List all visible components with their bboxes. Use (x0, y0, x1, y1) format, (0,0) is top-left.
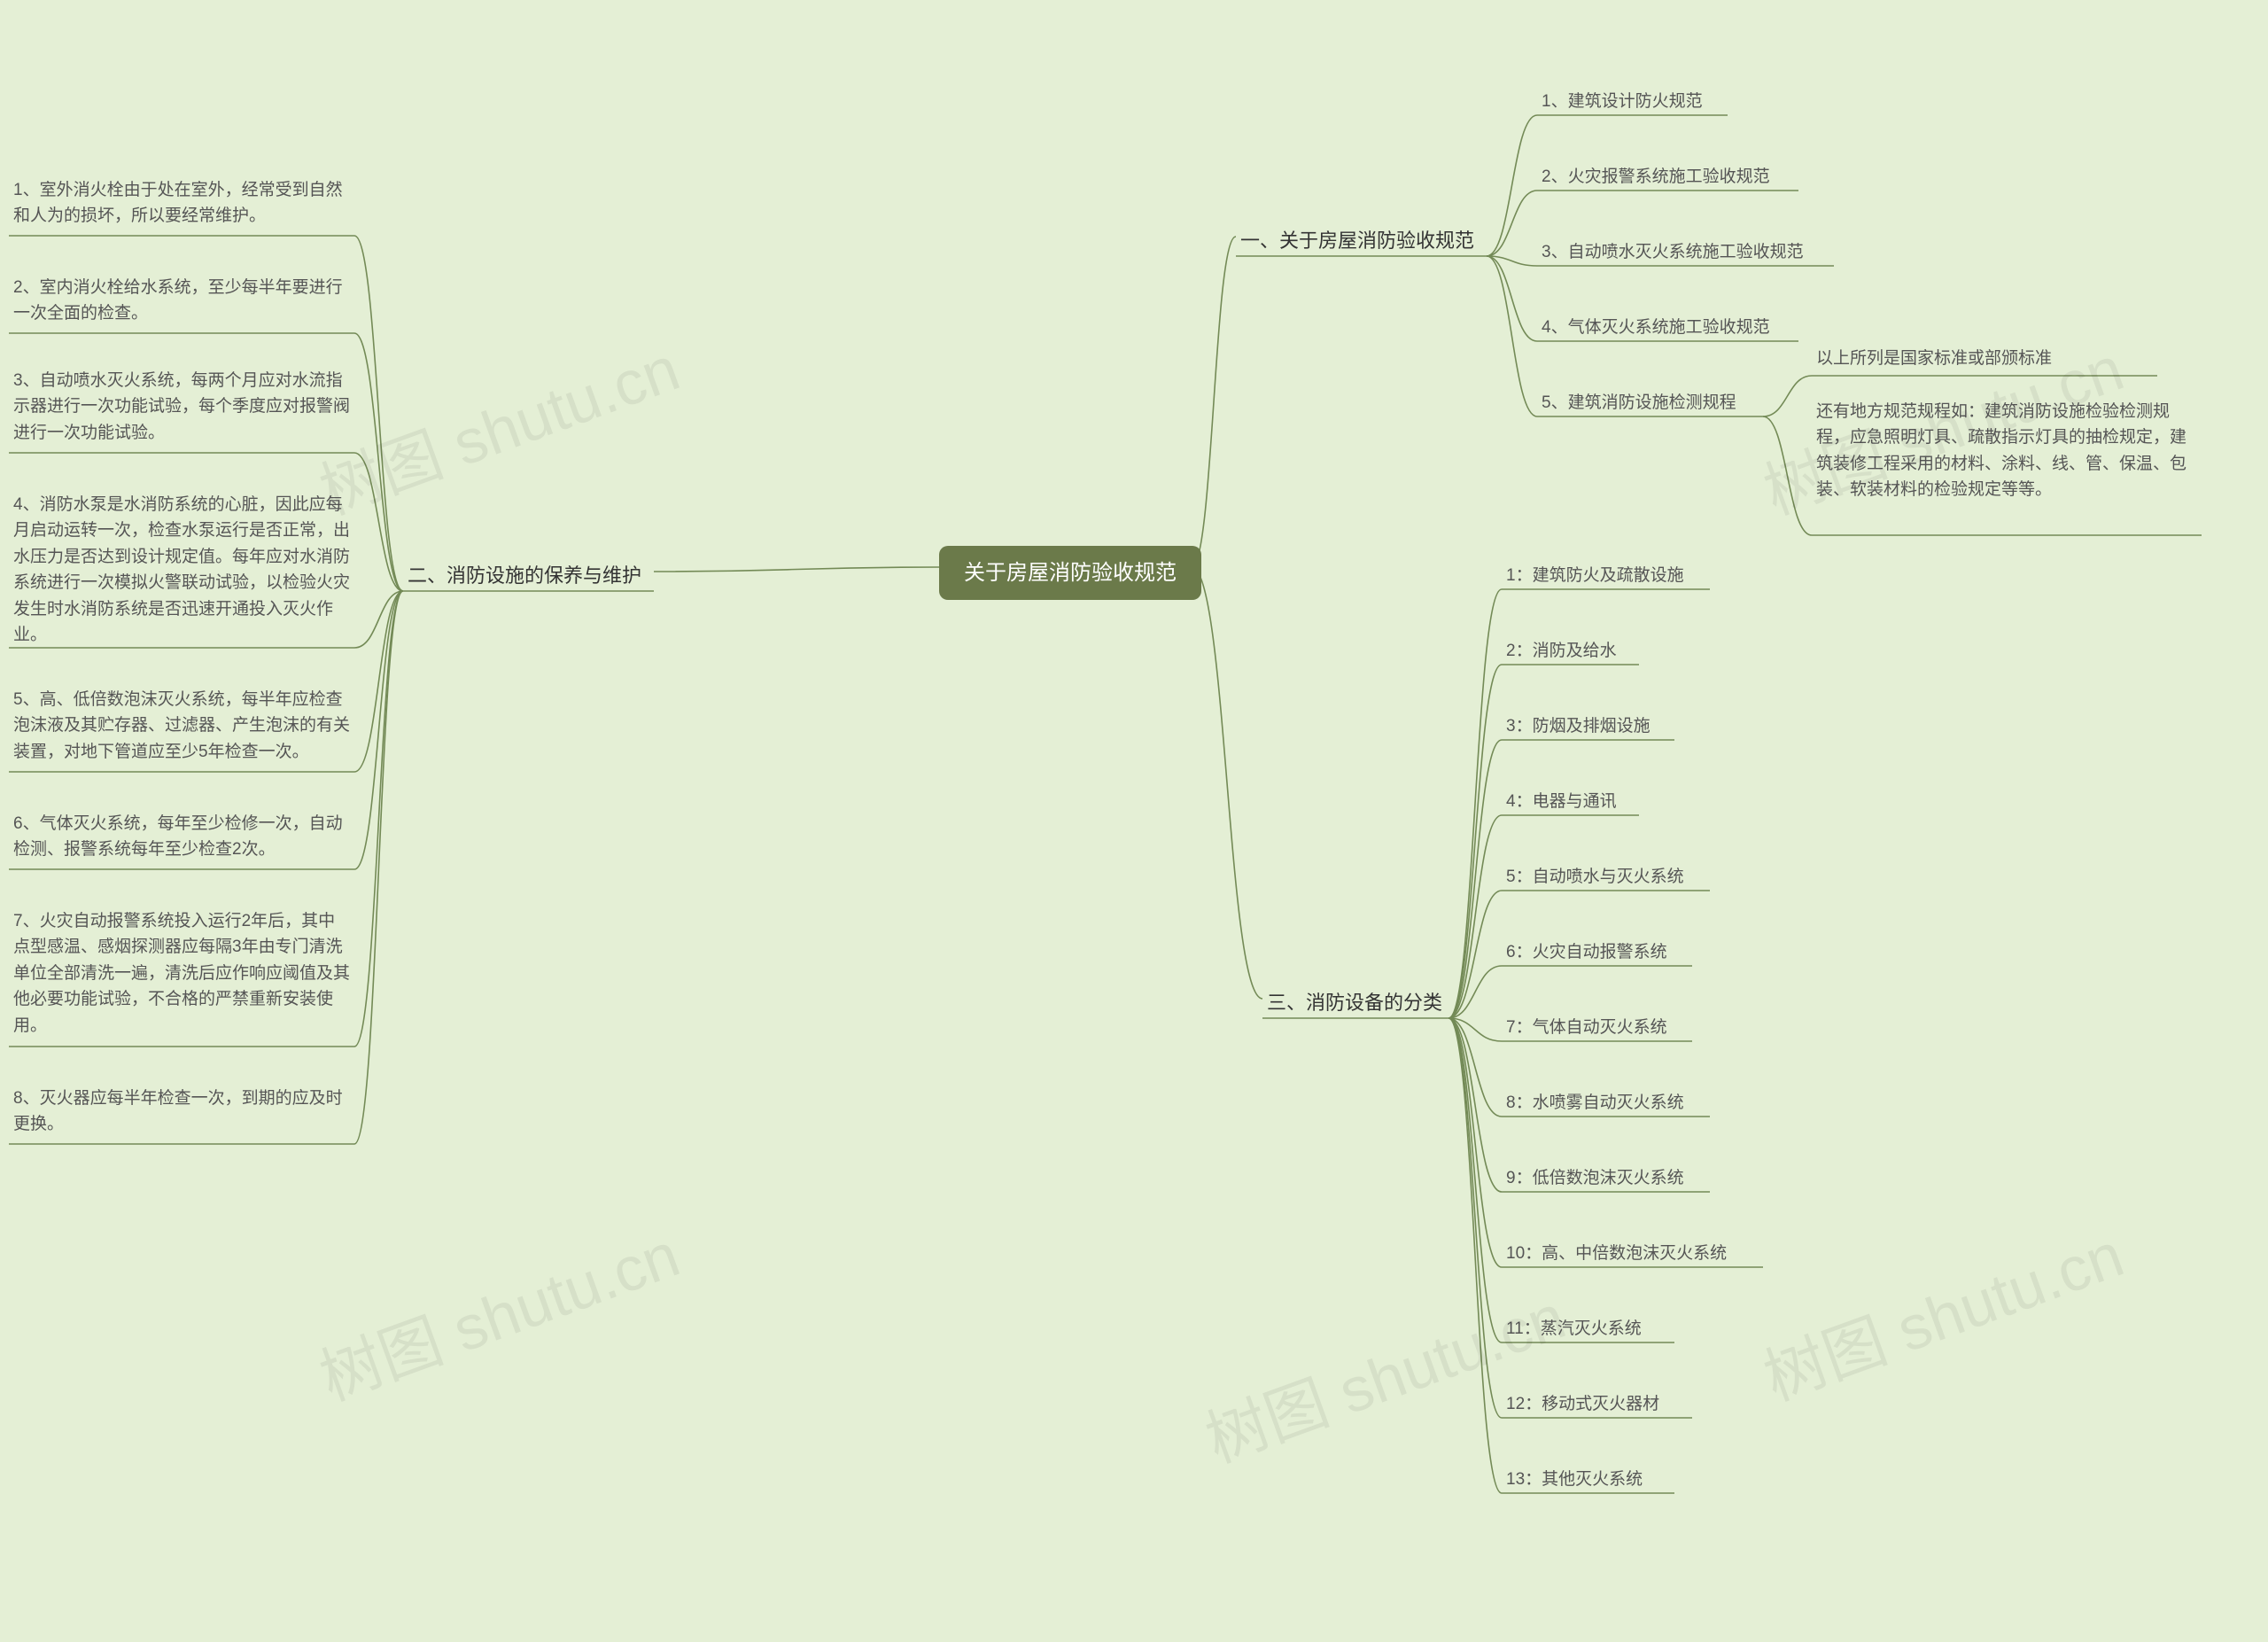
right-leaf: 4、气体灭火系统施工验收规范 (1542, 315, 1770, 340)
right-leaf: 9：低倍数泡沫灭火系统 (1506, 1165, 1684, 1191)
right-leaf: 7：气体自动灭火系统 (1506, 1015, 1667, 1040)
right-subleaf: 以上所列是国家标准或部颁标准 (1816, 346, 2153, 371)
right-leaf: 6：火灾自动报警系统 (1506, 939, 1667, 965)
right-subleaf: 还有地方规范规程如：建筑消防设施检验检测规程，应急照明灯具、疏散指示灯具的抽检规… (1816, 399, 2197, 503)
right-leaf: 11：蒸汽灭火系统 (1506, 1316, 1642, 1342)
left-leaf: 8、灭火器应每半年检查一次，到期的应及时更换。 (13, 1086, 350, 1138)
watermark: 树图 shutu.cn (307, 320, 690, 533)
right-leaf: 12：移动式灭火器材 (1506, 1391, 1659, 1417)
watermark: 树图 shutu.cn (307, 1206, 690, 1419)
left-leaf: 5、高、低倍数泡沫灭火系统，每半年应检查泡沫液及其贮存器、过滤器、产生泡沫的有关… (13, 687, 350, 765)
watermark: 树图 shutu.cn (1751, 1206, 2134, 1419)
branch-right: 一、关于房屋消防验收规范 (1240, 226, 1474, 256)
branch-right: 三、消防设备的分类 (1267, 988, 1442, 1018)
left-leaf: 3、自动喷水灭火系统，每两个月应对水流指示器进行一次功能试验，每个季度应对报警阀… (13, 368, 350, 446)
left-leaf: 6、气体灭火系统，每年至少检修一次，自动检测、报警系统每年至少检查2次。 (13, 811, 350, 863)
right-leaf: 13：其他灭火系统 (1506, 1467, 1643, 1492)
left-leaf: 7、火灾自动报警系统投入运行2年后，其中点型感温、感烟探测器应每隔3年由专门清洗… (13, 908, 350, 1039)
right-leaf: 1：建筑防火及疏散设施 (1506, 563, 1684, 588)
mindmap-center: 关于房屋消防验收规范 (939, 546, 1201, 600)
left-leaf: 1、室外消火栓由于处在室外，经常受到自然和人为的损坏，所以要经常维护。 (13, 177, 350, 230)
right-leaf: 1、建筑设计防火规范 (1542, 89, 1703, 114)
right-leaf: 5、建筑消防设施检测规程 (1542, 390, 1736, 416)
right-leaf: 8：水喷雾自动灭火系统 (1506, 1090, 1684, 1116)
branch-left: 二、消防设施的保养与维护 (408, 561, 641, 591)
right-leaf: 3、自动喷水灭火系统施工验收规范 (1542, 239, 1804, 265)
left-leaf: 2、室内消火栓给水系统，至少每半年要进行一次全面的检查。 (13, 275, 350, 327)
right-leaf: 3：防烟及排烟设施 (1506, 713, 1651, 739)
right-leaf: 5：自动喷水与灭火系统 (1506, 864, 1684, 890)
left-leaf: 4、消防水泵是水消防系统的心脏，因此应每月启动运转一次，检查水泵运行是否正常，出… (13, 492, 350, 649)
right-leaf: 10：高、中倍数泡沫灭火系统 (1506, 1241, 1727, 1266)
right-leaf: 2、火灾报警系统施工验收规范 (1542, 164, 1770, 190)
right-leaf: 2：消防及给水 (1506, 638, 1617, 664)
watermark: 树图 shutu.cn (1192, 1268, 1576, 1481)
right-leaf: 4：电器与通讯 (1506, 789, 1617, 814)
